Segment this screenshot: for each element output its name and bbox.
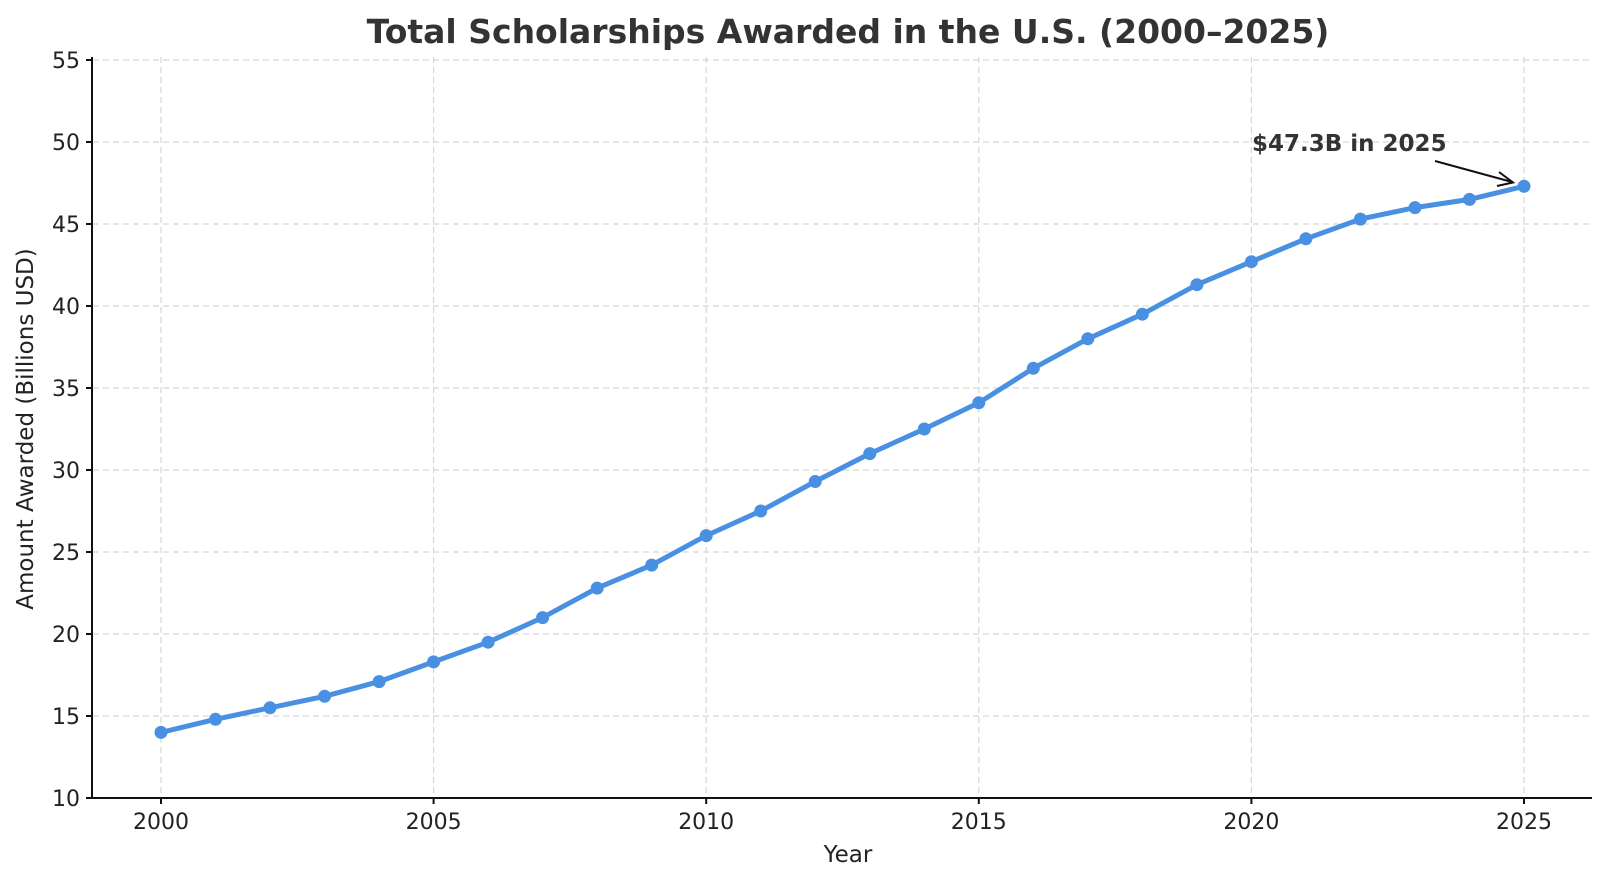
annotation-label: $47.3B in 2025 [1252,131,1447,157]
data-point-marker[interactable] [1463,192,1476,206]
y-tick-label: 30 [52,459,80,484]
data-point-marker[interactable] [1517,179,1531,193]
data-point-marker[interactable] [318,689,332,703]
annotation: $47.3B in 2025 [1252,131,1516,187]
y-tick-label: 10 [52,787,80,812]
axes-spines [91,57,1592,799]
data-point-marker[interactable] [972,396,986,410]
x-tick-label: 2020 [1223,810,1279,835]
arrowhead-icon [1496,171,1516,187]
data-point-marker[interactable] [1353,212,1367,226]
y-tick-label: 35 [52,377,80,402]
data-point-marker[interactable] [1081,332,1095,346]
data-series [154,179,1531,739]
gridlines [93,57,1592,797]
data-point-marker[interactable] [481,635,495,649]
data-point-marker[interactable] [1190,278,1204,292]
data-point-marker[interactable] [154,725,168,739]
y-tick-label: 40 [52,295,80,320]
series-line [158,183,1527,735]
annotation-arrow-line [1434,160,1513,183]
data-point-marker[interactable] [427,655,441,669]
y-tick-label: 45 [52,213,80,238]
x-axis-ticks: 2000 2005 2010 2015 2020 2025 [133,798,1552,835]
data-point-marker[interactable] [645,558,659,572]
data-point-marker[interactable] [754,504,768,518]
x-tick-label: 2025 [1496,810,1552,835]
data-point-marker[interactable] [1135,307,1149,321]
data-point-marker[interactable] [808,475,822,488]
data-point-marker[interactable] [917,422,931,436]
data-point-marker[interactable] [536,611,550,625]
y-axis-ticks: 10 15 20 25 30 35 40 45 50 55 [52,49,92,812]
y-tick-label: 55 [52,49,80,74]
y-tick-label: 50 [52,131,80,156]
x-axis-label: Year [823,842,873,868]
y-axis-label: Amount Awarded (Billions USD) [13,248,39,610]
data-point-marker[interactable] [1408,201,1422,215]
data-point-marker[interactable] [1299,232,1313,246]
y-tick-label: 20 [52,623,80,648]
x-tick-label: 2015 [951,810,1007,835]
x-tick-label: 2010 [678,810,734,835]
x-tick-label: 2000 [133,810,189,835]
chart-title: Total Scholarships Awarded in the U.S. (… [367,12,1330,51]
data-point-marker[interactable] [1026,361,1040,375]
data-point-marker[interactable] [699,529,713,543]
data-point-marker[interactable] [209,712,222,726]
data-point-marker[interactable] [372,675,386,689]
data-point-marker[interactable] [863,447,877,461]
data-point-marker[interactable] [1244,255,1258,269]
x-tick-label: 2005 [406,810,462,835]
data-point-marker[interactable] [590,581,604,595]
y-tick-label: 25 [52,541,80,566]
data-point-marker[interactable] [263,701,277,715]
y-tick-label: 15 [52,705,80,730]
